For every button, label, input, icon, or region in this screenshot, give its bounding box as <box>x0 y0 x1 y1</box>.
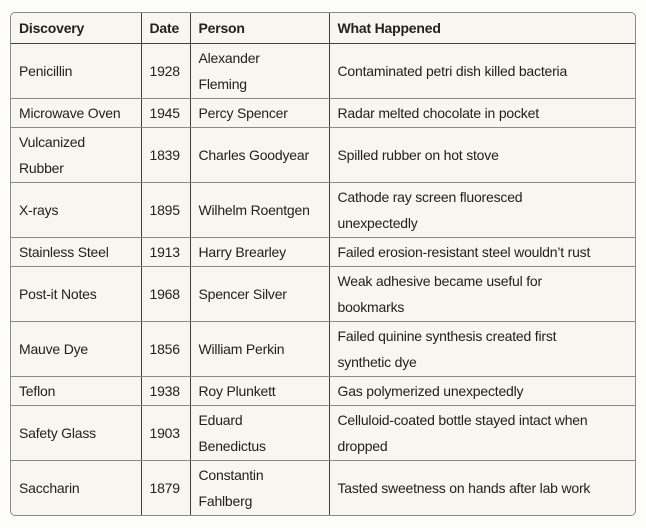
cell-discovery: Saccharin <box>11 460 142 515</box>
cell-discovery: Stainless Steel <box>11 237 142 267</box>
cell-what-happened: Failed quinine synthesis created first s… <box>329 321 635 377</box>
cell-discovery: Penicillin <box>11 43 142 99</box>
table-body: Penicillin 1928 Alexander Fleming Contamina… <box>11 43 635 515</box>
table-row: Saccharin 1879 Constantin Fahlberg Tasted s… <box>11 460 635 515</box>
table-row: X-rays 1895 Wilhelm Roentgen Cathode ray sc… <box>11 182 635 238</box>
discoveries-table-container: Discovery Date Person What Happened Penicil… <box>10 12 636 516</box>
cell-what-happened: Celluloid-coated bottle stayed intact wh… <box>329 405 635 461</box>
table-row: Post-it Notes 1968 Spencer Silver Weak adhe… <box>11 266 635 322</box>
cell-date: 1839 <box>141 127 191 183</box>
table-row: Stainless Steel 1913 Harry Brearley Failed … <box>11 237 635 267</box>
cell-discovery: Vulcanized Rubber <box>11 127 142 183</box>
table-row: Teflon 1938 Roy Plunkett Gas polymerized un… <box>11 376 635 406</box>
cell-person: Harry Brearley <box>190 237 330 267</box>
table-row: Safety Glass 1903 Eduard Benedictus Cellulo… <box>11 405 635 461</box>
cell-date: 1928 <box>141 43 191 99</box>
cell-person: Charles Goodyear <box>190 127 330 183</box>
cell-what-happened: Weak adhesive became useful for bookmark… <box>329 266 635 322</box>
cell-discovery: Teflon <box>11 376 142 406</box>
cell-what-happened: Radar melted chocolate in pocket <box>329 98 635 128</box>
discoveries-table: Discovery Date Person What Happened Penicil… <box>11 13 635 515</box>
cell-date: 1945 <box>141 98 191 128</box>
table-header-row: Discovery Date Person What Happened <box>11 13 635 44</box>
cell-what-happened: Tasted sweetness on hands after lab work <box>337 480 591 496</box>
cell-date: 1856 <box>141 321 191 377</box>
cell-person: Roy Plunkett <box>190 376 330 406</box>
cell-person: Spencer Silver <box>190 266 330 322</box>
cell-date: 1895 <box>141 182 191 238</box>
table-row: Mauve Dye 1856 William Perkin Failed quinin… <box>11 321 635 377</box>
header-cell-what-happened: What Happened <box>329 13 635 44</box>
table-row: Microwave Oven 1945 Percy Spencer Radar mel… <box>11 98 635 128</box>
header-cell-person: Person <box>190 13 330 44</box>
header-cell-date: Date <box>141 13 191 44</box>
cell-what-happened: Failed erosion-resistant steel wouldn’t … <box>329 237 635 267</box>
cell-date: 1879 <box>141 460 191 515</box>
cell-what-happened: Spilled rubber on hot stove <box>329 127 635 183</box>
table-row: Penicillin 1928 Alexander Fleming Contamina… <box>11 43 635 99</box>
table-row: Vulcanized Rubber 1839 Charles Goodyear Spi… <box>11 127 635 183</box>
cell-date: 1938 <box>141 376 191 406</box>
cell-date: 1968 <box>141 266 191 322</box>
cell-date: 1903 <box>141 405 191 461</box>
cell-date: 1913 <box>141 237 191 267</box>
cell-discovery: Safety Glass <box>11 405 142 461</box>
cell-discovery: Post-it Notes <box>11 266 142 322</box>
cell-person: Constantin Fahlberg <box>190 460 330 515</box>
cell-discovery: Mauve Dye <box>11 321 142 377</box>
cell-person: Percy Spencer <box>190 98 330 128</box>
cell-discovery: X-rays <box>11 182 142 238</box>
cell-person: Wilhelm Roentgen <box>190 182 330 238</box>
cell-person: Eduard Benedictus <box>190 405 330 461</box>
cell-discovery: Microwave Oven <box>11 98 142 128</box>
cell-what-happened: Contaminated petri dish killed bacteria <box>329 43 635 99</box>
header-cell-discovery: Discovery <box>11 13 142 44</box>
cell-person: William Perkin <box>190 321 330 377</box>
cell-what-happened: Cathode ray screen fluoresced unexpected… <box>329 182 635 238</box>
cell-person: Alexander Fleming <box>190 43 330 99</box>
cell-what-happened: Gas polymerized unexpectedly <box>329 376 635 406</box>
